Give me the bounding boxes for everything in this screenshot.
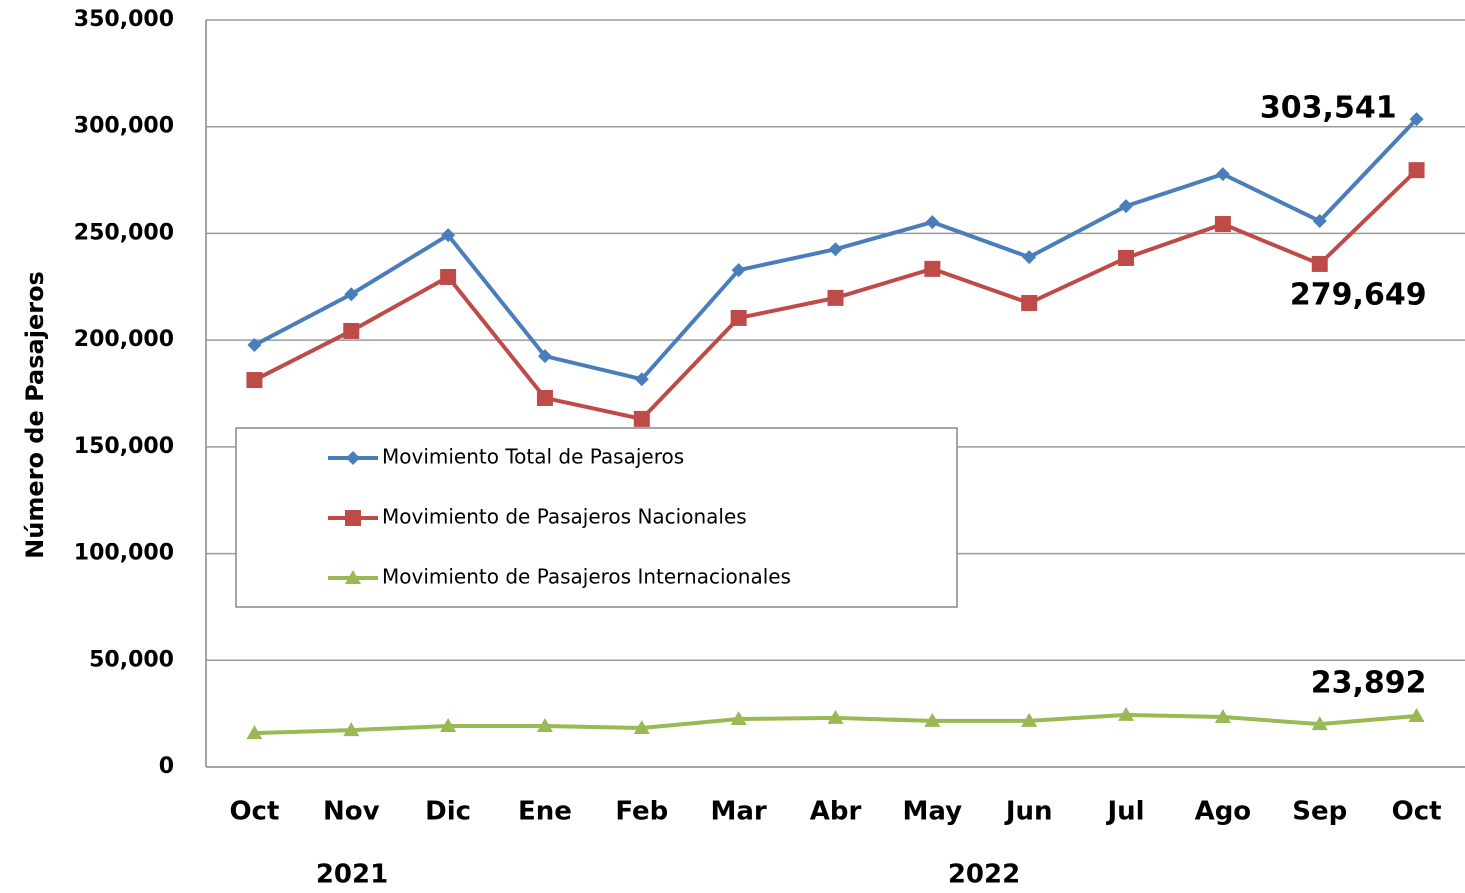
marker bbox=[1118, 706, 1135, 721]
year-label: 2022 bbox=[948, 860, 1020, 890]
value-label: 279,649 bbox=[1290, 278, 1427, 313]
marker bbox=[1408, 162, 1425, 179]
marker bbox=[1118, 249, 1135, 266]
marker bbox=[440, 718, 457, 733]
x-tick-label: Abr bbox=[810, 797, 862, 827]
marker bbox=[925, 215, 940, 230]
y-tick-label: 100,000 bbox=[74, 541, 174, 566]
marker bbox=[1312, 214, 1327, 229]
marker bbox=[1409, 112, 1424, 127]
marker bbox=[1311, 255, 1328, 272]
marker bbox=[344, 287, 359, 302]
marker bbox=[827, 289, 844, 306]
marker bbox=[1214, 709, 1231, 724]
y-tick-label: 50,000 bbox=[89, 647, 174, 672]
marker bbox=[343, 722, 360, 737]
value-label: 23,892 bbox=[1311, 666, 1427, 701]
marker bbox=[1022, 250, 1037, 265]
y-tick-label: 300,000 bbox=[74, 114, 174, 139]
x-tick-label: Feb bbox=[615, 797, 668, 827]
marker bbox=[634, 372, 649, 387]
x-tick-label: Oct bbox=[229, 797, 279, 827]
marker bbox=[1021, 295, 1038, 312]
x-tick-label: Ene bbox=[518, 797, 572, 827]
marker bbox=[246, 372, 263, 389]
y-tick-label: 150,000 bbox=[74, 434, 174, 459]
marker bbox=[1408, 708, 1425, 723]
x-tick-label: Jun bbox=[1004, 797, 1053, 827]
x-tick-label: Oct bbox=[1392, 797, 1442, 827]
marker bbox=[440, 268, 457, 285]
marker bbox=[924, 712, 941, 727]
marker bbox=[827, 709, 844, 724]
marker bbox=[633, 410, 650, 427]
marker bbox=[536, 718, 553, 733]
x-tick-label: Dic bbox=[425, 797, 471, 827]
value-label: 303,541 bbox=[1260, 91, 1397, 126]
y-tick-label: 0 bbox=[159, 754, 174, 779]
marker bbox=[1311, 716, 1328, 731]
marker bbox=[1021, 712, 1038, 727]
marker bbox=[828, 242, 843, 257]
marker bbox=[1119, 199, 1134, 214]
x-tick-label: May bbox=[903, 797, 963, 827]
x-tick-label: Ago bbox=[1195, 797, 1252, 827]
legend-label: Movimiento de Pasajeros Internacionales bbox=[382, 565, 791, 589]
marker bbox=[345, 510, 361, 526]
marker bbox=[441, 228, 456, 243]
y-tick-label: 350,000 bbox=[74, 7, 174, 32]
marker bbox=[730, 710, 747, 725]
marker bbox=[1214, 216, 1231, 233]
marker bbox=[633, 719, 650, 734]
marker bbox=[924, 260, 941, 277]
marker bbox=[346, 451, 360, 465]
marker bbox=[345, 570, 361, 584]
x-tick-label: Jul bbox=[1105, 797, 1144, 827]
y-tick-label: 200,000 bbox=[74, 327, 174, 352]
marker bbox=[731, 263, 746, 278]
marker bbox=[1215, 167, 1230, 182]
legend-label: Movimiento Total de Pasajeros bbox=[382, 445, 684, 469]
marker bbox=[536, 389, 553, 406]
year-label: 2021 bbox=[316, 860, 388, 890]
marker bbox=[537, 349, 552, 364]
marker bbox=[247, 338, 262, 353]
marker bbox=[343, 322, 360, 339]
y-axis-label: Número de Pasajeros bbox=[21, 271, 49, 559]
legend-label: Movimiento de Pasajeros Nacionales bbox=[382, 505, 747, 529]
x-tick-label: Mar bbox=[711, 797, 767, 827]
x-tick-label: Sep bbox=[1292, 797, 1347, 827]
marker bbox=[730, 309, 747, 326]
marker bbox=[246, 725, 263, 740]
y-tick-label: 250,000 bbox=[74, 220, 174, 245]
x-tick-label: Nov bbox=[323, 797, 380, 827]
